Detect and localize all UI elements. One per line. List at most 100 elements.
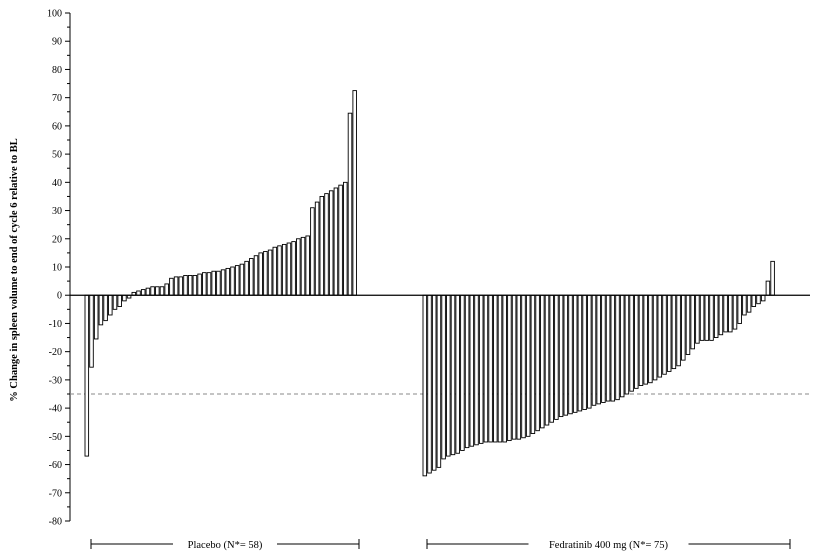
bar bbox=[685, 294, 691, 355]
y-tick-label: -50 bbox=[49, 432, 62, 443]
y-tick-label: 100 bbox=[47, 9, 62, 20]
y-tick-label: -20 bbox=[49, 347, 62, 358]
bar bbox=[558, 294, 564, 418]
bar bbox=[272, 246, 278, 296]
y-tick-label: 20 bbox=[52, 234, 62, 245]
bar bbox=[427, 294, 432, 474]
y-tick-label: -60 bbox=[49, 460, 62, 471]
bar bbox=[267, 249, 273, 296]
bar bbox=[737, 294, 742, 324]
bar bbox=[263, 251, 268, 296]
group-label: Placebo (N*= 58) bbox=[188, 540, 263, 551]
bar bbox=[84, 294, 90, 457]
bar bbox=[723, 294, 728, 333]
bar bbox=[695, 294, 700, 344]
bar bbox=[568, 294, 573, 415]
bar bbox=[507, 294, 512, 442]
bar bbox=[234, 265, 240, 296]
y-tick-label: 30 bbox=[52, 206, 62, 217]
bar bbox=[258, 252, 263, 296]
bar bbox=[516, 294, 522, 440]
bar bbox=[173, 276, 179, 296]
bar bbox=[577, 294, 583, 412]
bar bbox=[122, 294, 127, 302]
bar bbox=[249, 258, 254, 296]
bar bbox=[145, 287, 151, 296]
bars bbox=[84, 90, 775, 477]
y-tick-label: -10 bbox=[49, 319, 62, 330]
y-tick-label: -40 bbox=[49, 404, 62, 415]
bar bbox=[760, 294, 766, 302]
bar bbox=[319, 195, 325, 296]
bar bbox=[751, 294, 757, 307]
bar bbox=[333, 187, 339, 296]
bar bbox=[169, 277, 174, 296]
bar bbox=[441, 294, 446, 460]
bar bbox=[756, 294, 761, 305]
bar bbox=[728, 294, 733, 333]
bar bbox=[676, 294, 681, 367]
bar bbox=[488, 294, 493, 443]
bar bbox=[497, 294, 503, 443]
y-tick-label: 70 bbox=[52, 93, 62, 104]
bar bbox=[239, 263, 245, 296]
bar bbox=[446, 294, 451, 457]
bar bbox=[591, 294, 597, 406]
bar bbox=[197, 273, 202, 296]
bar bbox=[305, 235, 310, 296]
bar bbox=[493, 294, 498, 443]
bar bbox=[230, 266, 235, 296]
group-brackets: Placebo (N*= 58) Fedratinib 400 mg (N*= 7… bbox=[90, 536, 791, 552]
y-axis: 1009080706050403020100-10-20-30-40-50-60… bbox=[47, 9, 71, 528]
bar bbox=[511, 294, 517, 440]
bar bbox=[525, 294, 531, 437]
bar bbox=[690, 294, 695, 350]
bar bbox=[549, 294, 554, 423]
group-label: Fedratinib 400 mg (N*= 75) bbox=[549, 540, 669, 551]
bar bbox=[343, 181, 348, 296]
bar bbox=[742, 294, 747, 316]
bar bbox=[98, 294, 104, 326]
bar bbox=[713, 294, 719, 339]
bar bbox=[530, 294, 536, 434]
bar bbox=[464, 294, 470, 449]
bar bbox=[582, 294, 587, 410]
bar bbox=[460, 294, 465, 451]
bar bbox=[624, 294, 630, 395]
bar bbox=[629, 294, 634, 392]
bar bbox=[615, 294, 620, 401]
bar bbox=[699, 294, 705, 341]
bar bbox=[117, 294, 122, 307]
bar bbox=[544, 294, 550, 426]
bar bbox=[89, 294, 94, 368]
bar bbox=[638, 294, 644, 386]
y-axis-label: % Change in spleen volume to end of cycl… bbox=[9, 138, 20, 401]
bar bbox=[281, 243, 287, 296]
bar bbox=[554, 294, 559, 420]
bar bbox=[211, 270, 216, 296]
bar bbox=[431, 294, 437, 471]
bar bbox=[634, 294, 639, 389]
bar bbox=[296, 238, 301, 296]
bar bbox=[192, 275, 198, 296]
y-tick-label: -70 bbox=[49, 488, 62, 499]
bar bbox=[328, 190, 334, 296]
y-tick-label: 50 bbox=[52, 150, 62, 161]
bar bbox=[187, 275, 193, 296]
bar bbox=[455, 294, 460, 454]
bar bbox=[563, 294, 569, 416]
bar bbox=[535, 294, 540, 432]
bar bbox=[436, 294, 442, 468]
y-tick-label: 90 bbox=[52, 37, 62, 48]
bar bbox=[159, 286, 165, 296]
bar bbox=[112, 294, 118, 310]
bar bbox=[643, 294, 648, 385]
bar bbox=[474, 294, 479, 446]
bar bbox=[310, 207, 315, 296]
bar bbox=[140, 289, 146, 296]
bar bbox=[572, 294, 578, 413]
bar bbox=[657, 294, 663, 378]
bar bbox=[422, 294, 428, 477]
bar bbox=[178, 276, 184, 296]
